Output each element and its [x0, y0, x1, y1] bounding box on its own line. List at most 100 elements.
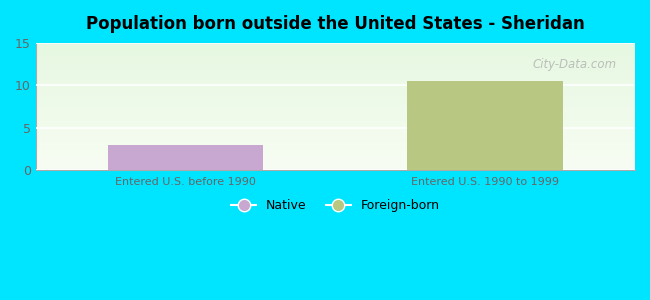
Bar	[36, 137, 635, 138]
Bar	[408, 81, 563, 170]
Bar	[36, 121, 635, 122]
Bar	[36, 57, 635, 58]
Bar	[36, 116, 635, 117]
Bar	[36, 90, 635, 91]
Bar	[36, 158, 635, 159]
Bar	[36, 110, 635, 112]
Bar	[36, 43, 635, 44]
Bar	[36, 95, 635, 96]
Bar	[36, 104, 635, 105]
Bar	[36, 86, 635, 88]
Bar	[36, 94, 635, 95]
Bar	[36, 53, 635, 54]
Bar	[36, 147, 635, 148]
Bar	[36, 59, 635, 61]
Bar	[36, 62, 635, 63]
Bar	[36, 112, 635, 113]
Bar	[36, 108, 635, 109]
Bar	[36, 113, 635, 114]
Bar	[36, 163, 635, 164]
Bar	[36, 128, 635, 130]
Title: Population born outside the United States - Sheridan: Population born outside the United State…	[86, 15, 585, 33]
Bar	[36, 88, 635, 89]
Bar	[36, 80, 635, 81]
Bar	[36, 72, 635, 74]
Bar	[36, 106, 635, 108]
Bar	[36, 103, 635, 104]
Bar	[36, 91, 635, 93]
Bar	[36, 67, 635, 68]
Bar	[36, 47, 635, 48]
Bar	[36, 156, 635, 158]
Bar	[36, 82, 635, 84]
Bar	[36, 151, 635, 152]
Bar	[36, 89, 635, 90]
Bar	[36, 75, 635, 76]
Bar	[36, 68, 635, 70]
Bar	[36, 141, 635, 142]
Bar	[36, 74, 635, 75]
Bar	[36, 101, 635, 103]
Bar	[36, 56, 635, 57]
Legend: Native, Foreign-born: Native, Foreign-born	[226, 194, 445, 218]
Bar	[36, 146, 635, 147]
Bar	[36, 96, 635, 98]
Bar	[36, 64, 635, 66]
Bar	[36, 140, 635, 141]
Bar	[36, 114, 635, 116]
Bar	[36, 70, 635, 71]
Text: City-Data.com: City-Data.com	[533, 58, 617, 71]
Bar	[36, 160, 635, 161]
Bar	[36, 76, 635, 77]
Bar	[36, 77, 635, 79]
Bar	[36, 81, 635, 82]
Bar	[36, 117, 635, 118]
Bar	[36, 45, 635, 47]
Bar	[36, 84, 635, 85]
Bar	[36, 167, 635, 168]
Bar	[36, 119, 635, 121]
Bar	[36, 136, 635, 137]
Bar	[36, 79, 635, 80]
Bar	[36, 85, 635, 86]
Bar	[36, 145, 635, 146]
Bar	[36, 169, 635, 170]
Bar	[36, 138, 635, 140]
Bar	[36, 118, 635, 119]
Bar	[36, 165, 635, 166]
Bar	[36, 100, 635, 101]
Bar	[36, 61, 635, 62]
Bar	[36, 49, 635, 50]
Bar	[36, 143, 635, 145]
Bar	[36, 161, 635, 163]
Bar	[36, 164, 635, 165]
Bar	[36, 71, 635, 72]
Bar	[36, 48, 635, 49]
Bar	[36, 66, 635, 67]
Bar	[36, 123, 635, 124]
Bar	[36, 135, 635, 136]
Bar	[36, 159, 635, 160]
Bar	[36, 148, 635, 150]
Bar	[36, 150, 635, 151]
Bar	[36, 93, 635, 94]
Bar	[36, 154, 635, 155]
Bar	[36, 109, 635, 110]
Bar	[36, 131, 635, 132]
Bar	[36, 127, 635, 128]
Bar	[36, 126, 635, 127]
Bar	[36, 54, 635, 56]
Bar	[36, 99, 635, 100]
Bar	[36, 142, 635, 143]
Bar	[36, 122, 635, 123]
Bar	[36, 152, 635, 154]
Bar	[36, 52, 635, 53]
Bar	[36, 130, 635, 131]
Bar	[36, 124, 635, 126]
Bar	[36, 44, 635, 45]
Bar	[36, 133, 635, 135]
Bar	[36, 132, 635, 133]
Bar	[36, 155, 635, 156]
Bar	[36, 63, 635, 64]
Bar	[36, 98, 635, 99]
